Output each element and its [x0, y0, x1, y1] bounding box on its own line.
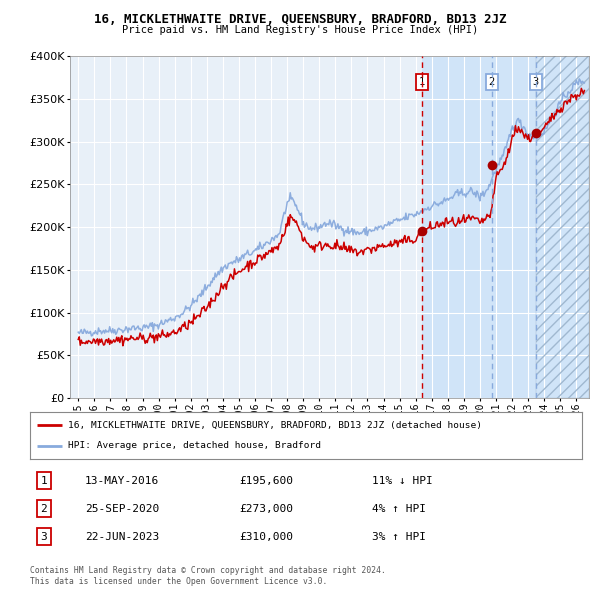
Bar: [422, 56, 589, 398]
Text: £273,000: £273,000: [240, 504, 294, 513]
Text: 16, MICKLETHWAITE DRIVE, QUEENSBURY, BRADFORD, BD13 2JZ: 16, MICKLETHWAITE DRIVE, QUEENSBURY, BRA…: [94, 13, 506, 26]
Text: 3: 3: [533, 77, 539, 87]
Text: 25-SEP-2020: 25-SEP-2020: [85, 504, 160, 513]
Text: 11% ↓ HPI: 11% ↓ HPI: [372, 476, 433, 486]
Bar: [536, 56, 589, 398]
Text: 2: 2: [40, 504, 47, 513]
Text: £195,600: £195,600: [240, 476, 294, 486]
Text: 3: 3: [40, 532, 47, 542]
Text: 3% ↑ HPI: 3% ↑ HPI: [372, 532, 426, 542]
Text: 22-JUN-2023: 22-JUN-2023: [85, 532, 160, 542]
Text: Price paid vs. HM Land Registry's House Price Index (HPI): Price paid vs. HM Land Registry's House …: [122, 25, 478, 35]
Text: 4% ↑ HPI: 4% ↑ HPI: [372, 504, 426, 513]
Text: £310,000: £310,000: [240, 532, 294, 542]
Text: Contains HM Land Registry data © Crown copyright and database right 2024.: Contains HM Land Registry data © Crown c…: [30, 566, 386, 575]
Text: 13-MAY-2016: 13-MAY-2016: [85, 476, 160, 486]
Text: HPI: Average price, detached house, Bradford: HPI: Average price, detached house, Brad…: [68, 441, 320, 450]
Text: 2: 2: [488, 77, 495, 87]
Text: 16, MICKLETHWAITE DRIVE, QUEENSBURY, BRADFORD, BD13 2JZ (detached house): 16, MICKLETHWAITE DRIVE, QUEENSBURY, BRA…: [68, 421, 482, 430]
Text: This data is licensed under the Open Government Licence v3.0.: This data is licensed under the Open Gov…: [30, 577, 328, 586]
Text: 1: 1: [418, 77, 425, 87]
Text: 1: 1: [40, 476, 47, 486]
